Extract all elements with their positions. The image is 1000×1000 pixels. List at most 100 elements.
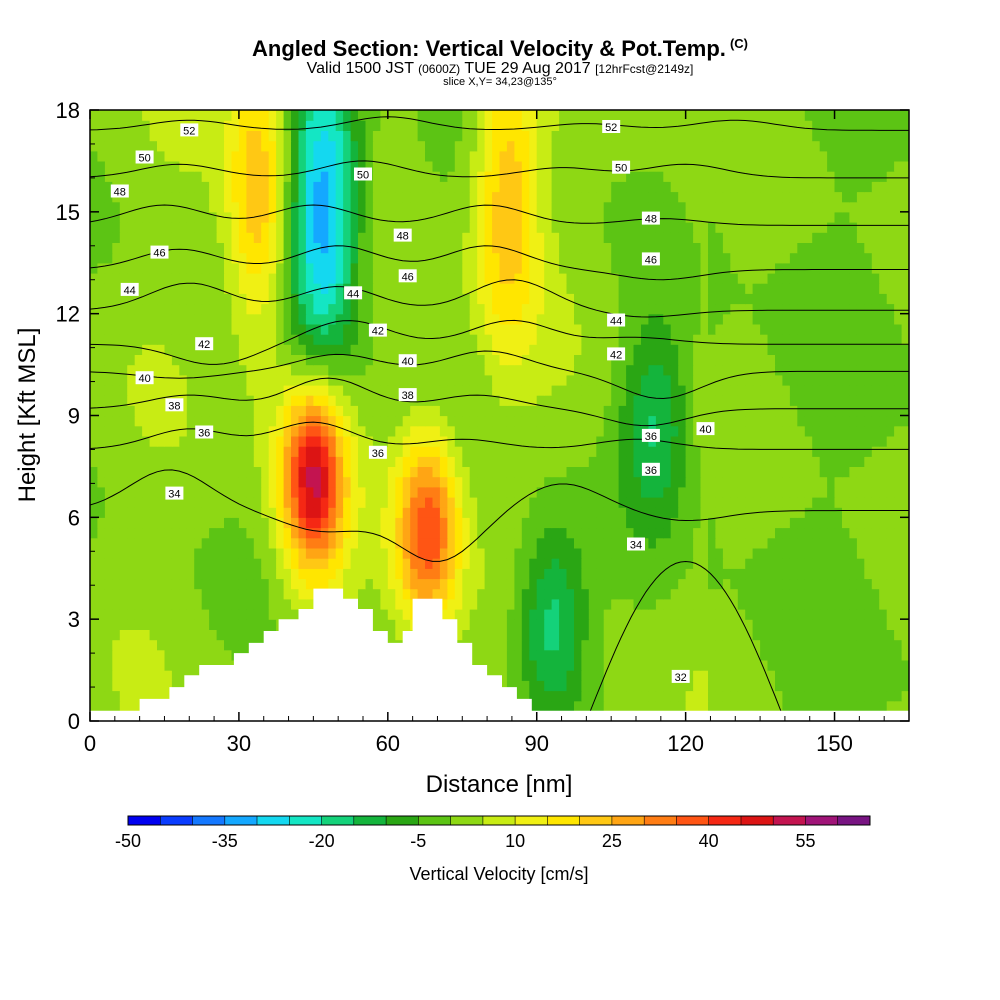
velocity-cell xyxy=(752,558,761,569)
velocity-cell xyxy=(588,527,597,539)
velocity-cell xyxy=(581,558,590,569)
velocity-cell xyxy=(477,323,486,335)
velocity-cell xyxy=(276,374,285,386)
velocity-cell xyxy=(291,344,299,355)
velocity-cell xyxy=(194,384,203,396)
velocity-cell xyxy=(566,680,575,692)
velocity-cell xyxy=(149,619,158,630)
velocity-cell xyxy=(871,670,880,681)
velocity-cell xyxy=(432,425,441,437)
velocity-cell xyxy=(335,374,344,386)
velocity-cell xyxy=(886,435,895,447)
velocity-cell xyxy=(186,588,195,600)
velocity-cell xyxy=(797,446,806,457)
velocity-cell xyxy=(745,537,754,549)
velocity-cell xyxy=(804,313,813,325)
velocity-cell xyxy=(216,262,225,274)
velocity-cell xyxy=(142,323,151,335)
velocity-cell xyxy=(164,659,173,671)
velocity-cell xyxy=(678,568,687,580)
velocity-cell xyxy=(194,558,203,569)
velocity-cell xyxy=(469,446,478,457)
velocity-cell xyxy=(238,537,247,549)
velocity-cell xyxy=(298,252,307,264)
velocity-cell xyxy=(752,446,761,457)
velocity-cell xyxy=(171,435,180,447)
velocity-cell xyxy=(119,588,128,600)
velocity-cell xyxy=(410,486,419,498)
velocity-cell xyxy=(142,405,151,417)
velocity-cell xyxy=(492,558,501,569)
velocity-cell xyxy=(209,629,218,641)
velocity-cell xyxy=(641,507,649,518)
velocity-cell xyxy=(439,537,448,549)
velocity-cell xyxy=(477,486,486,498)
velocity-cell xyxy=(812,517,821,529)
velocity-cell xyxy=(97,649,106,661)
velocity-cell xyxy=(797,334,806,345)
velocity-cell xyxy=(499,476,508,488)
velocity-cell xyxy=(842,425,850,437)
velocity-cell xyxy=(879,588,888,600)
velocity-cell xyxy=(655,670,664,681)
velocity-cell xyxy=(812,395,821,406)
velocity-cell xyxy=(871,486,880,498)
velocity-cell xyxy=(432,527,441,539)
velocity-cell xyxy=(149,578,158,590)
velocity-cell xyxy=(618,517,627,529)
velocity-cell xyxy=(387,344,396,355)
velocity-cell xyxy=(432,283,441,294)
velocity-cell xyxy=(201,609,210,620)
velocity-cell xyxy=(320,293,329,305)
velocity-cell xyxy=(894,476,903,488)
velocity-cell xyxy=(171,354,180,366)
velocity-cell xyxy=(559,384,568,396)
velocity-cell xyxy=(283,354,292,366)
velocity-cell xyxy=(775,629,783,641)
velocity-cell xyxy=(775,354,783,366)
velocity-cell xyxy=(856,497,865,508)
velocity-cell xyxy=(596,415,605,427)
velocity-cell xyxy=(283,374,292,386)
velocity-cell xyxy=(119,670,128,681)
velocity-cell xyxy=(514,659,523,671)
velocity-cell xyxy=(700,344,709,355)
velocity-cell xyxy=(149,323,158,335)
velocity-cell xyxy=(350,466,359,478)
velocity-cell xyxy=(521,446,530,457)
velocity-cell xyxy=(581,639,590,651)
velocity-cell xyxy=(812,700,821,712)
velocity-cell xyxy=(283,334,292,345)
velocity-cell xyxy=(261,517,270,529)
velocity-cell xyxy=(231,272,240,284)
velocity-cell xyxy=(313,344,322,355)
velocity-cell xyxy=(566,619,575,630)
velocity-cell xyxy=(551,293,560,305)
velocity-cell xyxy=(97,364,106,376)
velocity-cell xyxy=(410,547,419,559)
velocity-cell xyxy=(447,476,456,488)
velocity-cell xyxy=(224,364,232,376)
velocity-cell xyxy=(708,690,716,702)
velocity-cell xyxy=(283,598,292,610)
velocity-cell xyxy=(559,649,568,661)
velocity-cell xyxy=(454,507,463,518)
velocity-cell xyxy=(894,700,903,712)
velocity-cell xyxy=(648,486,657,498)
velocity-cell xyxy=(760,323,769,335)
velocity-cell xyxy=(715,517,724,529)
velocity-cell xyxy=(134,497,143,508)
velocity-cell xyxy=(134,334,143,345)
velocity-cell xyxy=(536,293,545,305)
velocity-cell xyxy=(506,649,515,661)
velocity-cell xyxy=(439,578,448,590)
velocity-cell xyxy=(112,395,121,406)
velocity-cell xyxy=(559,568,568,580)
velocity-cell xyxy=(596,293,605,305)
velocity-cell xyxy=(261,344,270,355)
velocity-cell xyxy=(134,384,143,396)
velocity-cell xyxy=(663,344,672,355)
velocity-cell xyxy=(641,262,649,274)
velocity-cell xyxy=(224,374,232,386)
velocity-cell xyxy=(432,456,441,467)
